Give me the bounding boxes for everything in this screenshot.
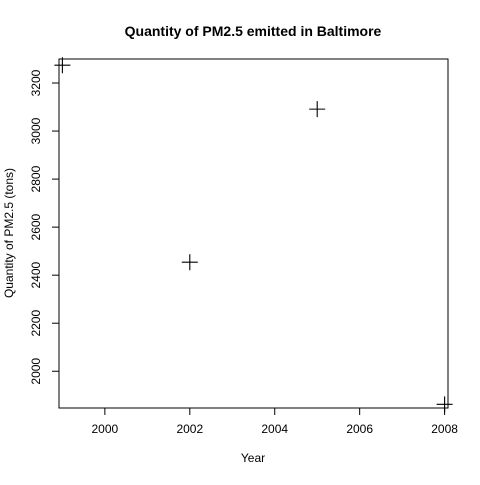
- y-tick-label: 3200: [29, 69, 43, 96]
- y-tick-label: 2800: [29, 165, 43, 192]
- x-tick-label: 2000: [92, 422, 119, 436]
- y-tick-label: 2400: [29, 262, 43, 289]
- y-axis-label: Quantity of PM2.5 (tons): [2, 168, 16, 298]
- chart-title: Quantity of PM2.5 emitted in Baltimore: [125, 23, 382, 39]
- x-tick-label: 2006: [346, 422, 373, 436]
- x-tick-label: 2004: [261, 422, 288, 436]
- y-tick-label: 2200: [29, 310, 43, 337]
- y-axis: 2000 2200 2400 2600 2800 3000 3200: [29, 69, 60, 385]
- y-tick-label: 3000: [29, 117, 43, 144]
- x-tick-label: 2002: [176, 422, 203, 436]
- data-points: [54, 57, 453, 413]
- y-tick-label: 2600: [29, 213, 43, 240]
- data-point: [436, 396, 453, 413]
- x-tick-label: 2008: [431, 422, 458, 436]
- data-point: [54, 57, 71, 74]
- plot-frame: [58, 58, 449, 409]
- data-point: [181, 254, 198, 271]
- y-tick-label: 2000: [29, 358, 43, 385]
- data-point: [309, 101, 326, 118]
- x-axis-label: Year: [241, 451, 265, 465]
- x-axis: 2000 2002 2004 2006 2008: [92, 407, 458, 436]
